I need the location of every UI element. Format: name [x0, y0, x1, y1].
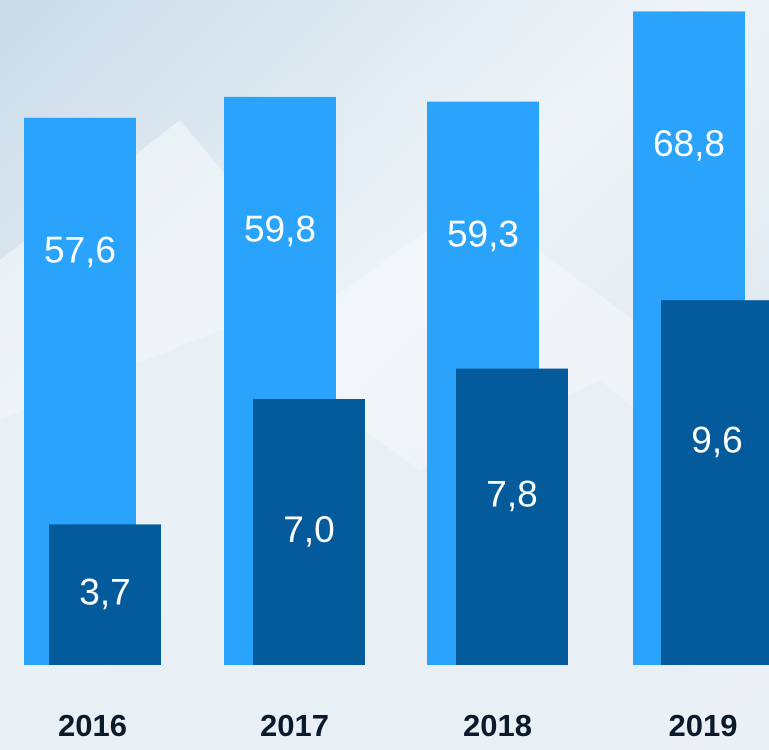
chart: 57,6 59,8 59,3 68,8 3,7 7,0 7,8 9,6 2016 2017 2018… [0, 0, 769, 750]
x-tick-label: 2017 [260, 708, 329, 743]
value-label: 59,3 [447, 213, 519, 254]
value-label: 3,7 [79, 571, 130, 612]
value-label: 7,0 [283, 509, 334, 550]
bar [456, 369, 568, 665]
value-label: 9,6 [691, 419, 742, 460]
value-label: 59,8 [244, 209, 316, 250]
value-label: 7,8 [486, 474, 537, 515]
x-tick-label: 2019 [669, 708, 738, 743]
bar [661, 300, 769, 665]
x-tick-label: 2018 [463, 708, 532, 743]
value-label: 68,8 [653, 123, 725, 164]
value-label: 57,6 [44, 230, 116, 271]
x-tick-label: 2016 [58, 708, 127, 743]
